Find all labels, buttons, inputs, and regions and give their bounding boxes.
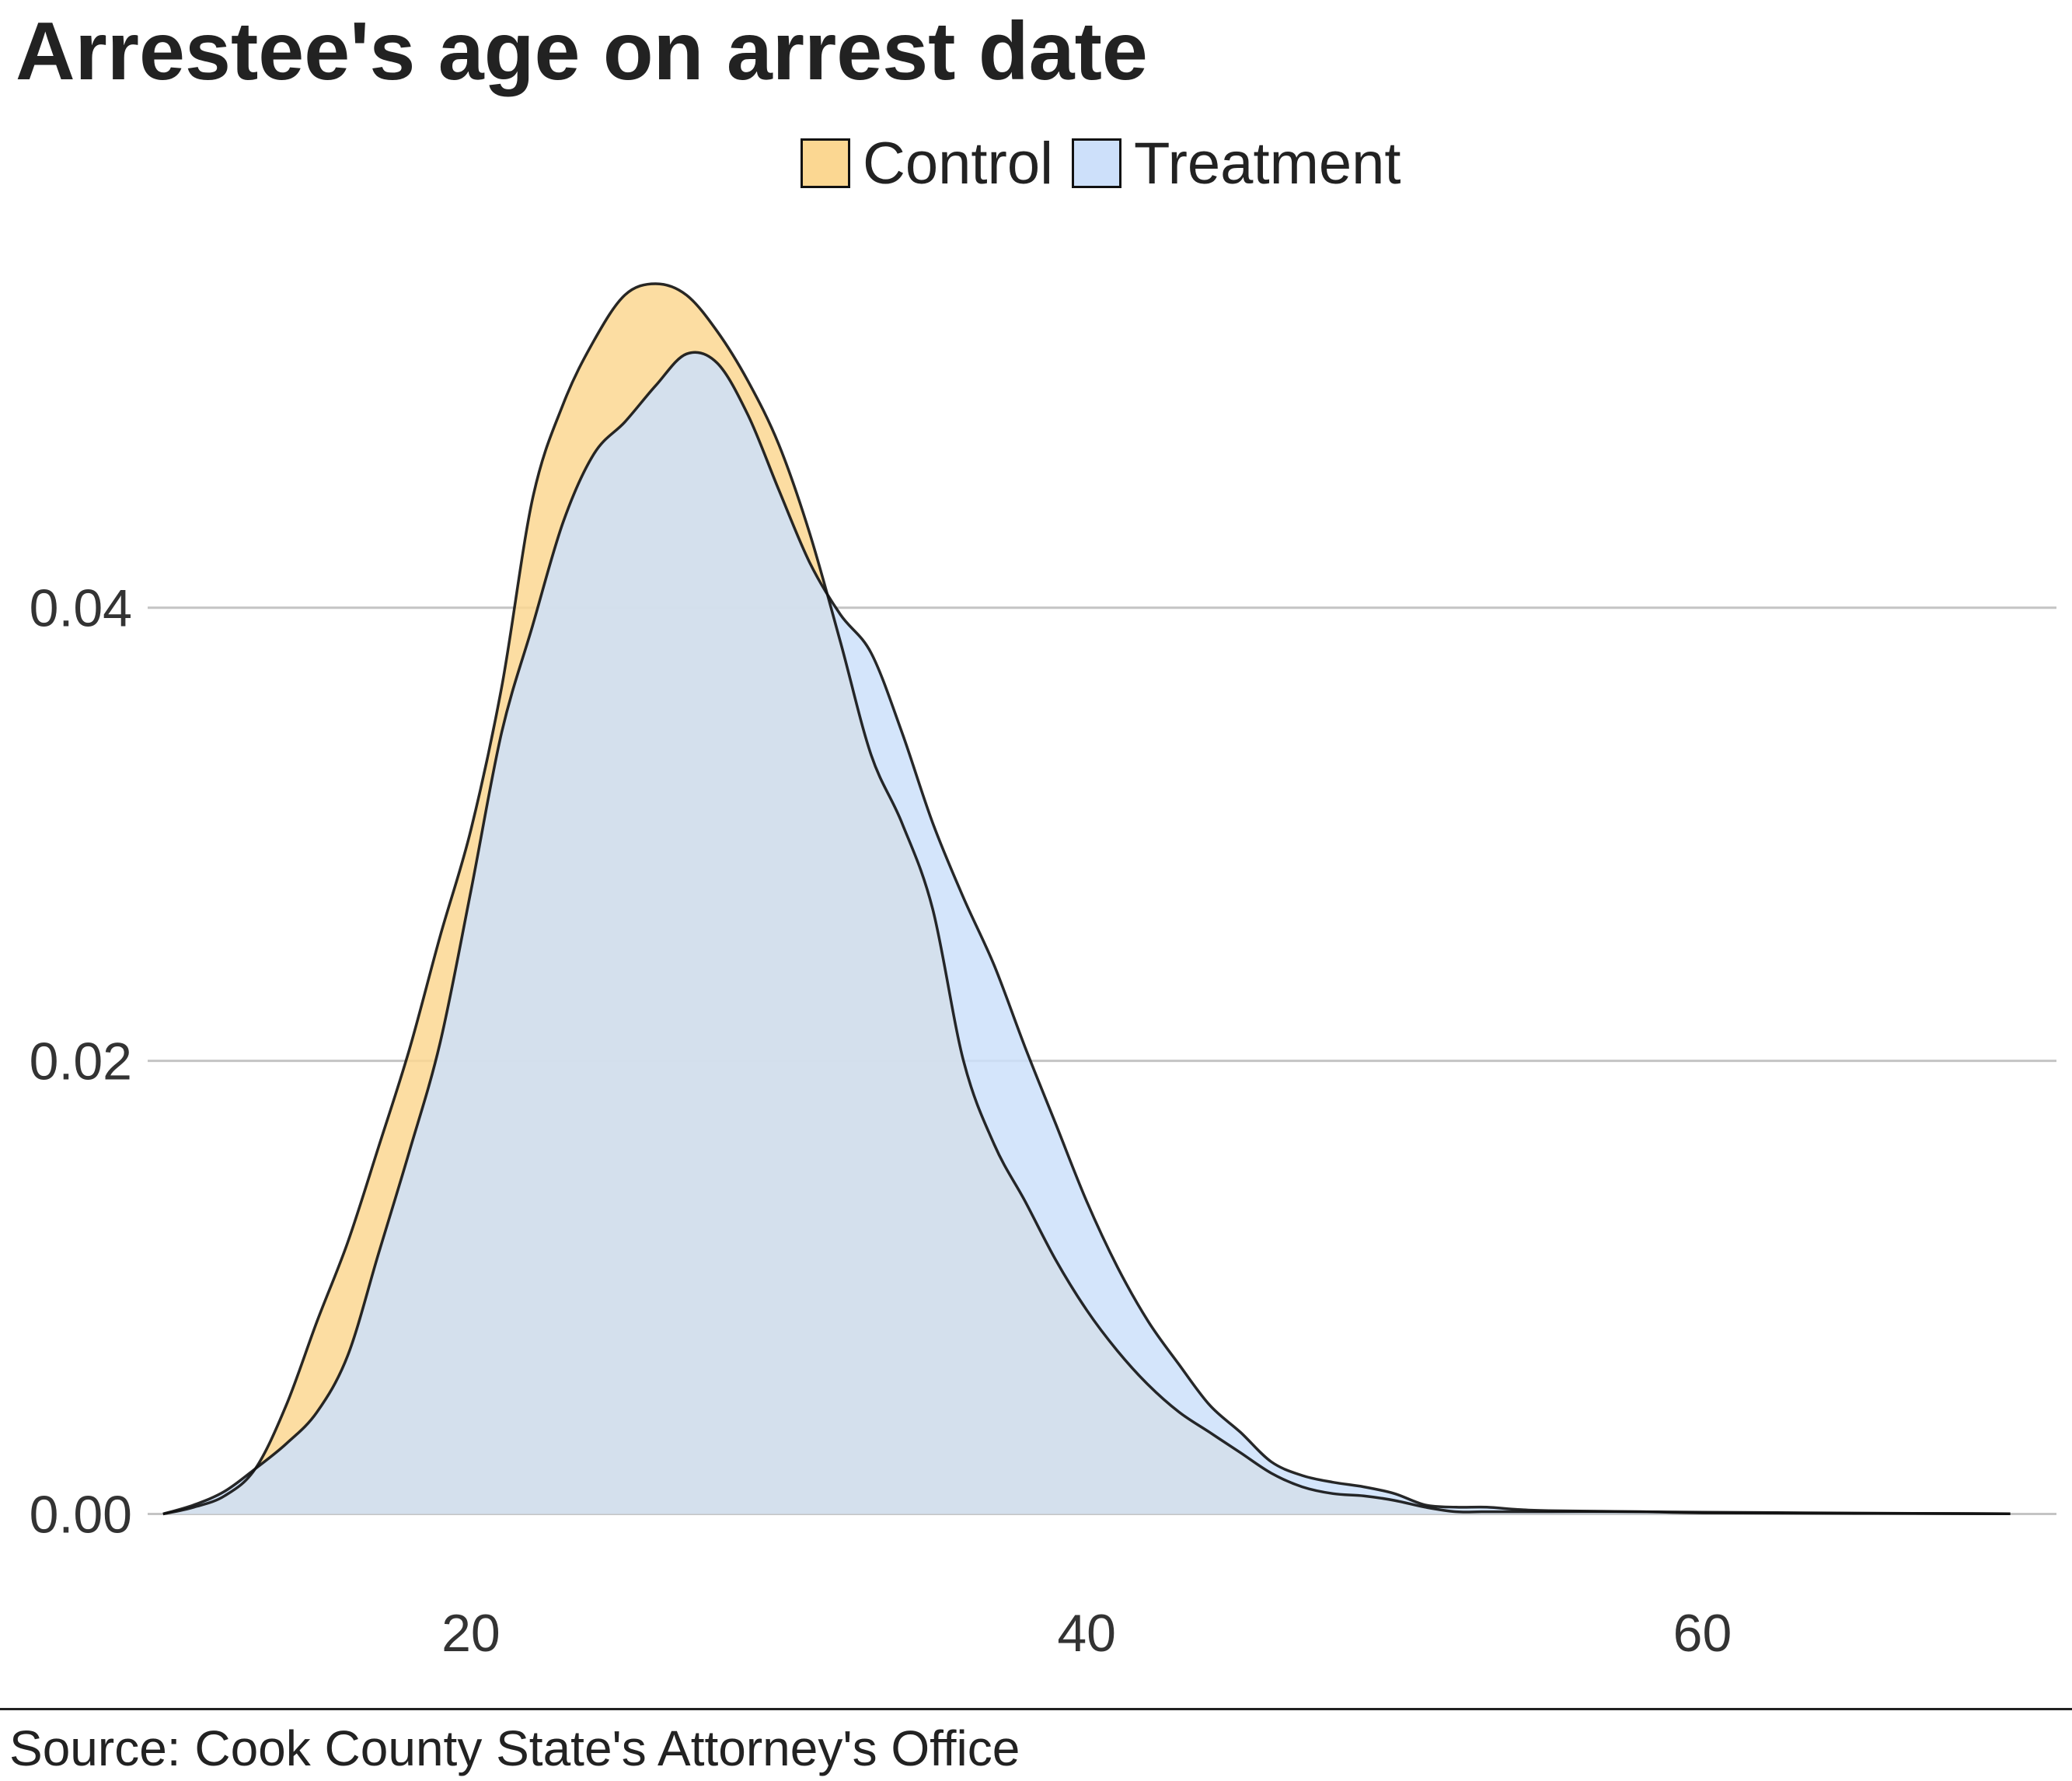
source-divider	[0, 1708, 2072, 1710]
legend-label-treatment: Treatment	[1134, 130, 1401, 197]
chart-title: Arrestee's age on arrest date	[16, 5, 1148, 97]
legend-label-control: Control	[863, 130, 1053, 197]
density-areas	[162, 282, 2011, 1516]
legend-item-control: Control	[801, 130, 1053, 197]
x-tick-label: 20	[441, 1604, 501, 1663]
density-line-control	[162, 282, 2011, 1516]
density-line-treatment	[162, 351, 2011, 1516]
legend-item-treatment: Treatment	[1072, 130, 1401, 197]
y-axis-ticks: 0.00 0.02 0.04	[30, 579, 132, 1545]
y-tick-label: 0.00	[30, 1486, 132, 1545]
x-tick-label: 60	[1673, 1604, 1732, 1663]
source-note: Source: Cook County State's Attorney's O…	[9, 1720, 1020, 1776]
y-tick-label: 0.02	[30, 1032, 132, 1091]
legend-swatch-control	[801, 138, 850, 188]
x-tick-label: 40	[1057, 1604, 1116, 1663]
density-area-treatment	[162, 352, 2011, 1514]
y-tick-label: 0.04	[30, 579, 132, 638]
legend-swatch-treatment	[1072, 138, 1121, 188]
x-axis-ticks: 20 40 60	[441, 1604, 1732, 1663]
legend: Control Treatment	[801, 131, 1420, 197]
